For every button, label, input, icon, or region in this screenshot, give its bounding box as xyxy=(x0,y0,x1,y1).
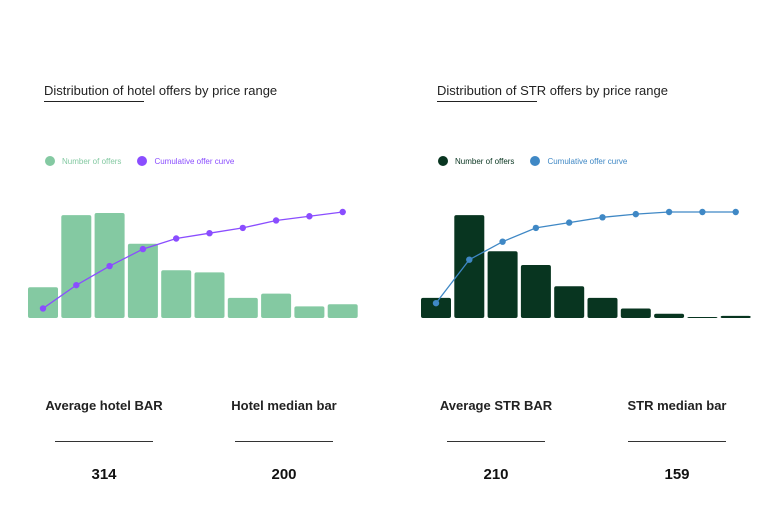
stat-value: 210 xyxy=(483,466,509,483)
title-underline xyxy=(44,101,144,102)
stat-average: Average hotel BAR 314 xyxy=(29,398,179,483)
legend-label: Number of offers xyxy=(62,156,122,166)
offer-count-bar xyxy=(620,308,651,318)
cumulative-point xyxy=(139,245,147,253)
offer-count-bar xyxy=(520,265,551,318)
legend-label: Number of offers xyxy=(455,156,515,166)
offer-count-bar xyxy=(720,315,751,318)
cumulative-point xyxy=(599,214,606,221)
chart-title: Distribution of hotel offers by price ra… xyxy=(44,83,278,98)
offer-count-bar xyxy=(261,293,292,318)
chart-legend: Number of offers Cumulative offer curve xyxy=(45,156,250,166)
cumulative-point xyxy=(566,219,573,226)
offer-count-bar xyxy=(161,270,192,318)
hotel-panel: Distribution of hotel offers by price ra… xyxy=(28,83,359,483)
offer-count-bar xyxy=(227,297,258,318)
offer-count-bar xyxy=(327,304,358,318)
offer-count-bar xyxy=(554,286,585,318)
cumulative-point xyxy=(306,213,313,220)
stat-value: 159 xyxy=(664,466,690,483)
cumulative-point xyxy=(466,256,473,263)
legend-label: Cumulative offer curve xyxy=(154,156,235,166)
stat-divider xyxy=(235,441,333,442)
cumulative-point xyxy=(699,208,706,216)
legend-item-bars: Number of offers xyxy=(45,156,121,166)
stat-value: 314 xyxy=(91,466,117,483)
chart-title: Distribution of STR offers by price rang… xyxy=(437,83,668,98)
cumulative-point xyxy=(665,208,673,216)
offer-count-bar xyxy=(294,306,325,318)
cumulative-point xyxy=(339,208,346,216)
stat-label: Average hotel BAR xyxy=(45,398,163,413)
stat-label: Hotel median bar xyxy=(231,398,337,413)
stat-median: Hotel median bar 200 xyxy=(209,398,359,483)
stat-divider xyxy=(55,441,153,442)
legend-dot-icon xyxy=(438,156,448,166)
cumulative-point xyxy=(432,299,440,307)
offer-count-bar xyxy=(127,243,158,318)
offer-count-bar xyxy=(194,272,225,318)
stat-divider xyxy=(447,441,545,442)
cumulative-offer-curve xyxy=(435,211,736,304)
cumulative-point xyxy=(173,235,180,242)
chart-legend: Number of offers Cumulative offer curve xyxy=(438,156,643,166)
offer-count-bar xyxy=(587,297,618,318)
cumulative-point xyxy=(106,262,113,270)
offer-count-bar xyxy=(421,297,451,318)
cumulative-point xyxy=(39,305,47,312)
offer-count-bar xyxy=(687,316,718,318)
cumulative-point xyxy=(632,210,639,218)
title-underline xyxy=(437,101,537,102)
legend-dot-icon xyxy=(137,156,148,166)
stat-divider xyxy=(628,441,726,442)
offer-count-bar xyxy=(487,251,518,318)
stat-median: STR median bar 159 xyxy=(602,398,752,483)
cumulative-offer-curve xyxy=(42,211,343,309)
legend-dot-icon xyxy=(530,156,541,166)
cumulative-point xyxy=(272,217,280,224)
str-panel: Distribution of STR offers by price rang… xyxy=(384,0,768,512)
offer-count-bar xyxy=(28,287,58,318)
cumulative-point xyxy=(239,224,246,232)
str-offers-chart xyxy=(421,208,751,318)
cumulative-point xyxy=(73,281,80,289)
stat-value: 200 xyxy=(271,466,297,483)
hotel-offers-chart xyxy=(28,208,358,318)
cumulative-point xyxy=(532,224,540,232)
legend-item-curve: Cumulative offer curve xyxy=(530,156,627,166)
cumulative-point xyxy=(499,238,506,245)
offer-count-bar xyxy=(454,215,485,318)
cumulative-point xyxy=(732,208,739,216)
legend-item-curve: Cumulative offer curve xyxy=(137,156,234,166)
offer-count-bar xyxy=(61,215,92,318)
stat-label: STR median bar xyxy=(627,398,727,413)
legend-dot-icon xyxy=(45,156,55,166)
legend-label: Cumulative offer curve xyxy=(547,156,628,166)
offer-count-bar xyxy=(654,313,685,318)
stat-average: Average STR BAR 210 xyxy=(421,398,571,483)
cumulative-point xyxy=(206,230,213,237)
legend-item-bars: Number of offers xyxy=(438,156,514,166)
stat-label: Average STR BAR xyxy=(439,398,553,413)
